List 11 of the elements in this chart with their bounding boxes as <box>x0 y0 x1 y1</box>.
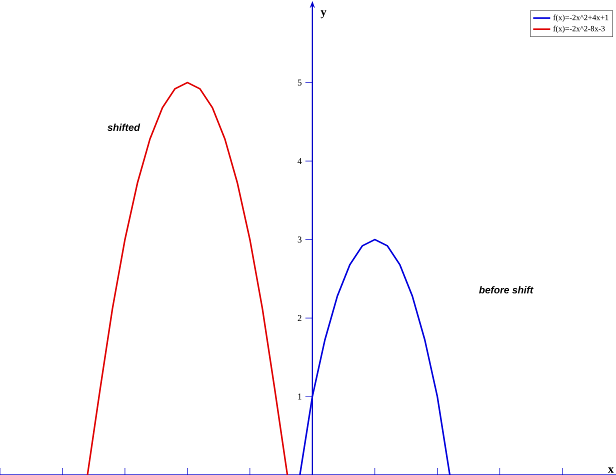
line-series <box>299 238 451 475</box>
y-axis-title: y <box>320 10 326 18</box>
x-axis-title: x <box>608 467 614 473</box>
line-series <box>86 82 288 475</box>
y-tick-label: 1 <box>298 394 302 400</box>
y-tick-label: 2 <box>298 315 302 321</box>
annotation: before shift <box>479 286 534 294</box>
annotation: shifted <box>107 124 140 131</box>
y-tick-label: 3 <box>298 236 302 243</box>
y-tick-label: 5 <box>298 80 302 86</box>
y-tick-label: 4 <box>298 158 302 164</box>
